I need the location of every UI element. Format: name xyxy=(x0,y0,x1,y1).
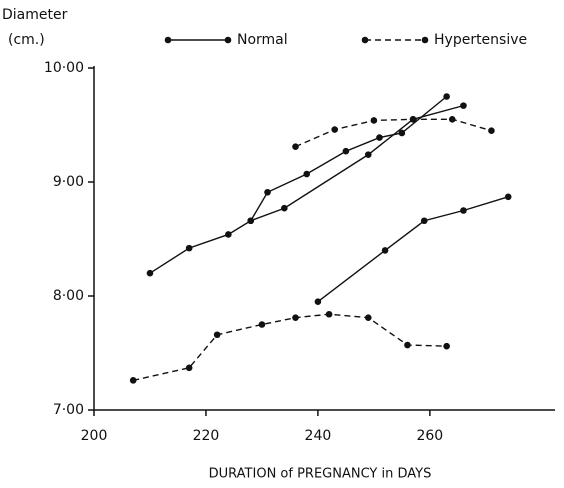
x-tick-label: 240 xyxy=(305,428,332,444)
data-point xyxy=(292,314,299,321)
data-point xyxy=(364,314,372,321)
x-axis-label: DURATION of PREGNANCY in DAYS xyxy=(209,467,432,482)
data-point xyxy=(448,116,456,123)
data-point xyxy=(185,364,193,372)
data-point xyxy=(398,129,406,137)
data-point xyxy=(325,310,333,318)
y-tick-label: 7·00 xyxy=(53,402,84,418)
legend-marker xyxy=(361,36,369,44)
data-point xyxy=(381,247,389,254)
data-point xyxy=(129,377,137,384)
y-axis-label: Diameter xyxy=(2,7,68,23)
y-tick-label: 10·00 xyxy=(44,60,84,76)
data-point xyxy=(281,204,288,212)
series-line xyxy=(133,313,447,382)
data-point xyxy=(488,127,495,134)
data-point xyxy=(443,93,450,100)
data-point xyxy=(331,126,338,133)
data-point xyxy=(460,207,467,214)
legend-label: Normal xyxy=(237,32,288,48)
y-tick-label: 9·00 xyxy=(53,174,84,190)
data-point xyxy=(146,269,154,277)
series-line xyxy=(250,104,464,222)
data-point xyxy=(443,342,450,350)
data-point xyxy=(225,231,232,238)
data-point xyxy=(213,331,221,339)
series-line xyxy=(295,118,492,148)
data-point xyxy=(292,143,299,150)
legend-marker xyxy=(421,36,429,44)
y-tick-label: 8·00 xyxy=(53,288,84,304)
x-tick-label: 200 xyxy=(81,428,108,444)
data-point xyxy=(364,151,372,158)
legend-label: Hypertensive xyxy=(434,32,527,48)
x-tick-label: 260 xyxy=(416,428,443,444)
data-point xyxy=(376,134,383,141)
data-point xyxy=(370,117,378,124)
x-tick-label: 220 xyxy=(193,428,220,444)
data-point xyxy=(258,321,266,328)
data-point xyxy=(460,102,467,109)
data-point xyxy=(404,341,411,349)
legend-marker xyxy=(224,36,232,44)
data-point xyxy=(185,244,193,252)
data-point xyxy=(504,193,512,201)
data-point xyxy=(303,170,311,178)
data-point xyxy=(420,217,428,225)
series-line xyxy=(149,95,448,274)
data-point xyxy=(409,116,417,123)
y-axis-label: (cm.) xyxy=(8,32,45,48)
data-point xyxy=(264,188,271,196)
data-point xyxy=(247,217,255,225)
data-point xyxy=(342,147,350,155)
legend-marker xyxy=(164,36,172,44)
data-point xyxy=(314,298,322,306)
series-line xyxy=(317,196,509,303)
